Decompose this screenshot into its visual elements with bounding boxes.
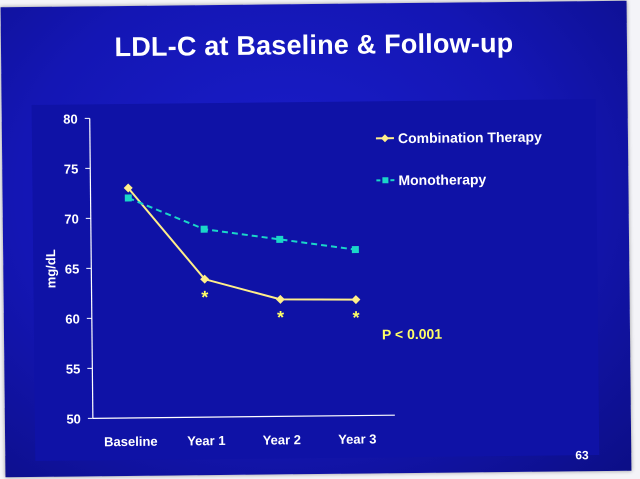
y-tick-label: 70 xyxy=(64,211,79,226)
y-axis-title: mg/dL xyxy=(43,249,58,288)
line-chart: 50 55 60 65 70 75 80 Baseline Year 1 Year 2 Year 3… xyxy=(43,111,542,450)
significance-asterisk: * xyxy=(201,287,208,307)
slide-title: LDL-C at Baseline & Follow-up xyxy=(114,27,514,63)
combination-point xyxy=(200,274,210,284)
series-line-monotherapy xyxy=(127,197,356,251)
x-tick-label: Year 3 xyxy=(338,431,376,446)
legend-label-monotherapy: Monotherapy xyxy=(398,171,486,188)
monotherapy-point xyxy=(351,246,359,254)
combination-point xyxy=(123,183,133,193)
significance-asterisk: * xyxy=(352,308,359,328)
monotherapy-point xyxy=(276,235,284,243)
x-axis xyxy=(92,414,395,419)
y-tick-label: 50 xyxy=(66,411,81,426)
y-tick-label: 55 xyxy=(66,361,81,376)
significance-asterisk: * xyxy=(277,307,284,327)
y-tick-label: 65 xyxy=(65,261,80,276)
monotherapy-point xyxy=(200,225,208,233)
chart-panel: 50 55 60 65 70 75 80 Baseline Year 1 Year 2 Year 3… xyxy=(31,99,600,461)
series-line-combination xyxy=(127,187,356,301)
x-tick-label: Year 1 xyxy=(187,433,225,448)
y-tick-label: 60 xyxy=(65,311,80,326)
y-tick-label: 80 xyxy=(63,111,78,126)
p-value-annotation: P < 0.001 xyxy=(382,326,442,343)
legend-marker-monotherapy xyxy=(382,177,389,184)
x-tick-label: Year 2 xyxy=(263,432,301,447)
y-tick-label: 75 xyxy=(64,161,79,176)
legend-label-combination: Combination Therapy xyxy=(398,129,542,147)
combination-point xyxy=(351,295,361,305)
legend-marker-combination xyxy=(380,134,389,143)
x-tick-label: Baseline xyxy=(104,434,158,450)
slide-number: 63 xyxy=(575,448,589,463)
monotherapy-point xyxy=(124,194,132,202)
combination-point xyxy=(275,294,285,304)
